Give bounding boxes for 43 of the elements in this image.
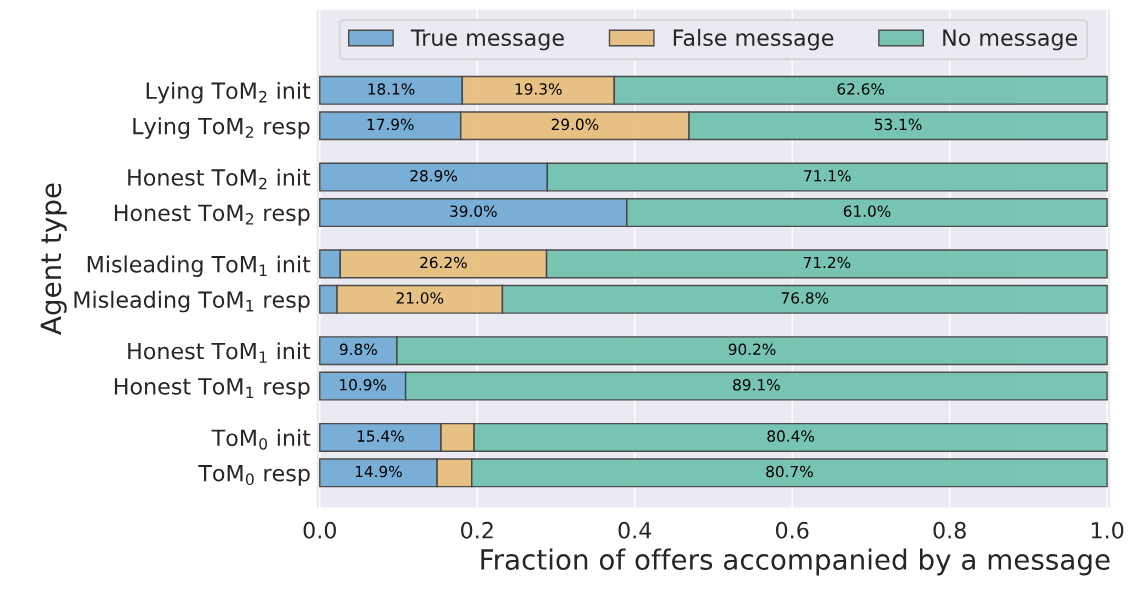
x-tick-label: 0.6: [775, 521, 809, 539]
data-label: 26.2%: [420, 256, 467, 269]
x-tick-label: 0.0: [303, 521, 336, 539]
data-label: 80.7%: [766, 465, 813, 478]
data-label: 76.8%: [781, 292, 829, 304]
legend-label: False message: [673, 28, 834, 51]
data-label: 61.0%: [843, 205, 891, 217]
data-label: 21.0%: [396, 292, 444, 304]
data-label: 80.4%: [767, 430, 815, 442]
y-tick-label: Honest ToM$_{2}$ resp: [114, 204, 310, 226]
data-label: 28.9%: [410, 169, 457, 182]
y-tick-label: ToM$_{0}$ init: [211, 428, 311, 450]
x-axis-title: Fraction of offers accompanied by a message: [481, 548, 1110, 576]
x-tick-label: 0.2: [461, 521, 493, 539]
data-label: 90.2%: [728, 343, 776, 356]
data-label: 89.1%: [733, 378, 780, 391]
data-label: 53.1%: [875, 118, 922, 131]
legend-label: True message: [410, 29, 564, 51]
data-label: 9.8%: [339, 343, 377, 356]
x-tick-label: 0.4: [618, 521, 652, 539]
data-label: 18.1%: [368, 83, 415, 95]
data-label: 19.3%: [515, 83, 562, 95]
y-tick-label: Lying ToM$_{2}$ init: [146, 81, 311, 104]
y-tick-label: Honest ToM$_{1}$ resp: [114, 378, 310, 400]
legend-label: No message: [943, 29, 1078, 51]
y-tick-label: ToM$_{0}$ resp: [198, 465, 310, 486]
y-tick-label: Lying ToM$_{2}$ resp: [133, 117, 310, 139]
data-label: 10.9%: [340, 378, 387, 391]
data-label: 15.4%: [357, 430, 404, 442]
data-label: 29.0%: [551, 118, 599, 131]
data-label: 17.9%: [367, 118, 414, 131]
x-tick-label: 0.8: [933, 521, 966, 539]
y-tick-label: Honest ToM$_{2}$ init: [128, 168, 311, 190]
data-label: 39.0%: [450, 205, 497, 217]
y-tick-label: Misleading ToM$_{1}$ resp: [74, 290, 310, 313]
y-axis-title: Agent type: [40, 183, 67, 335]
data-label: 71.2%: [803, 256, 851, 269]
y-tick-label: Honest ToM$_{1}$ init: [128, 342, 311, 363]
data-label: 62.6%: [837, 83, 885, 95]
data-label: 71.1%: [804, 169, 851, 182]
y-tick-label: Misleading ToM$_{1}$ init: [87, 255, 311, 277]
data-label: 14.9%: [355, 465, 402, 478]
x-tick-label: 1.0: [1091, 521, 1124, 539]
